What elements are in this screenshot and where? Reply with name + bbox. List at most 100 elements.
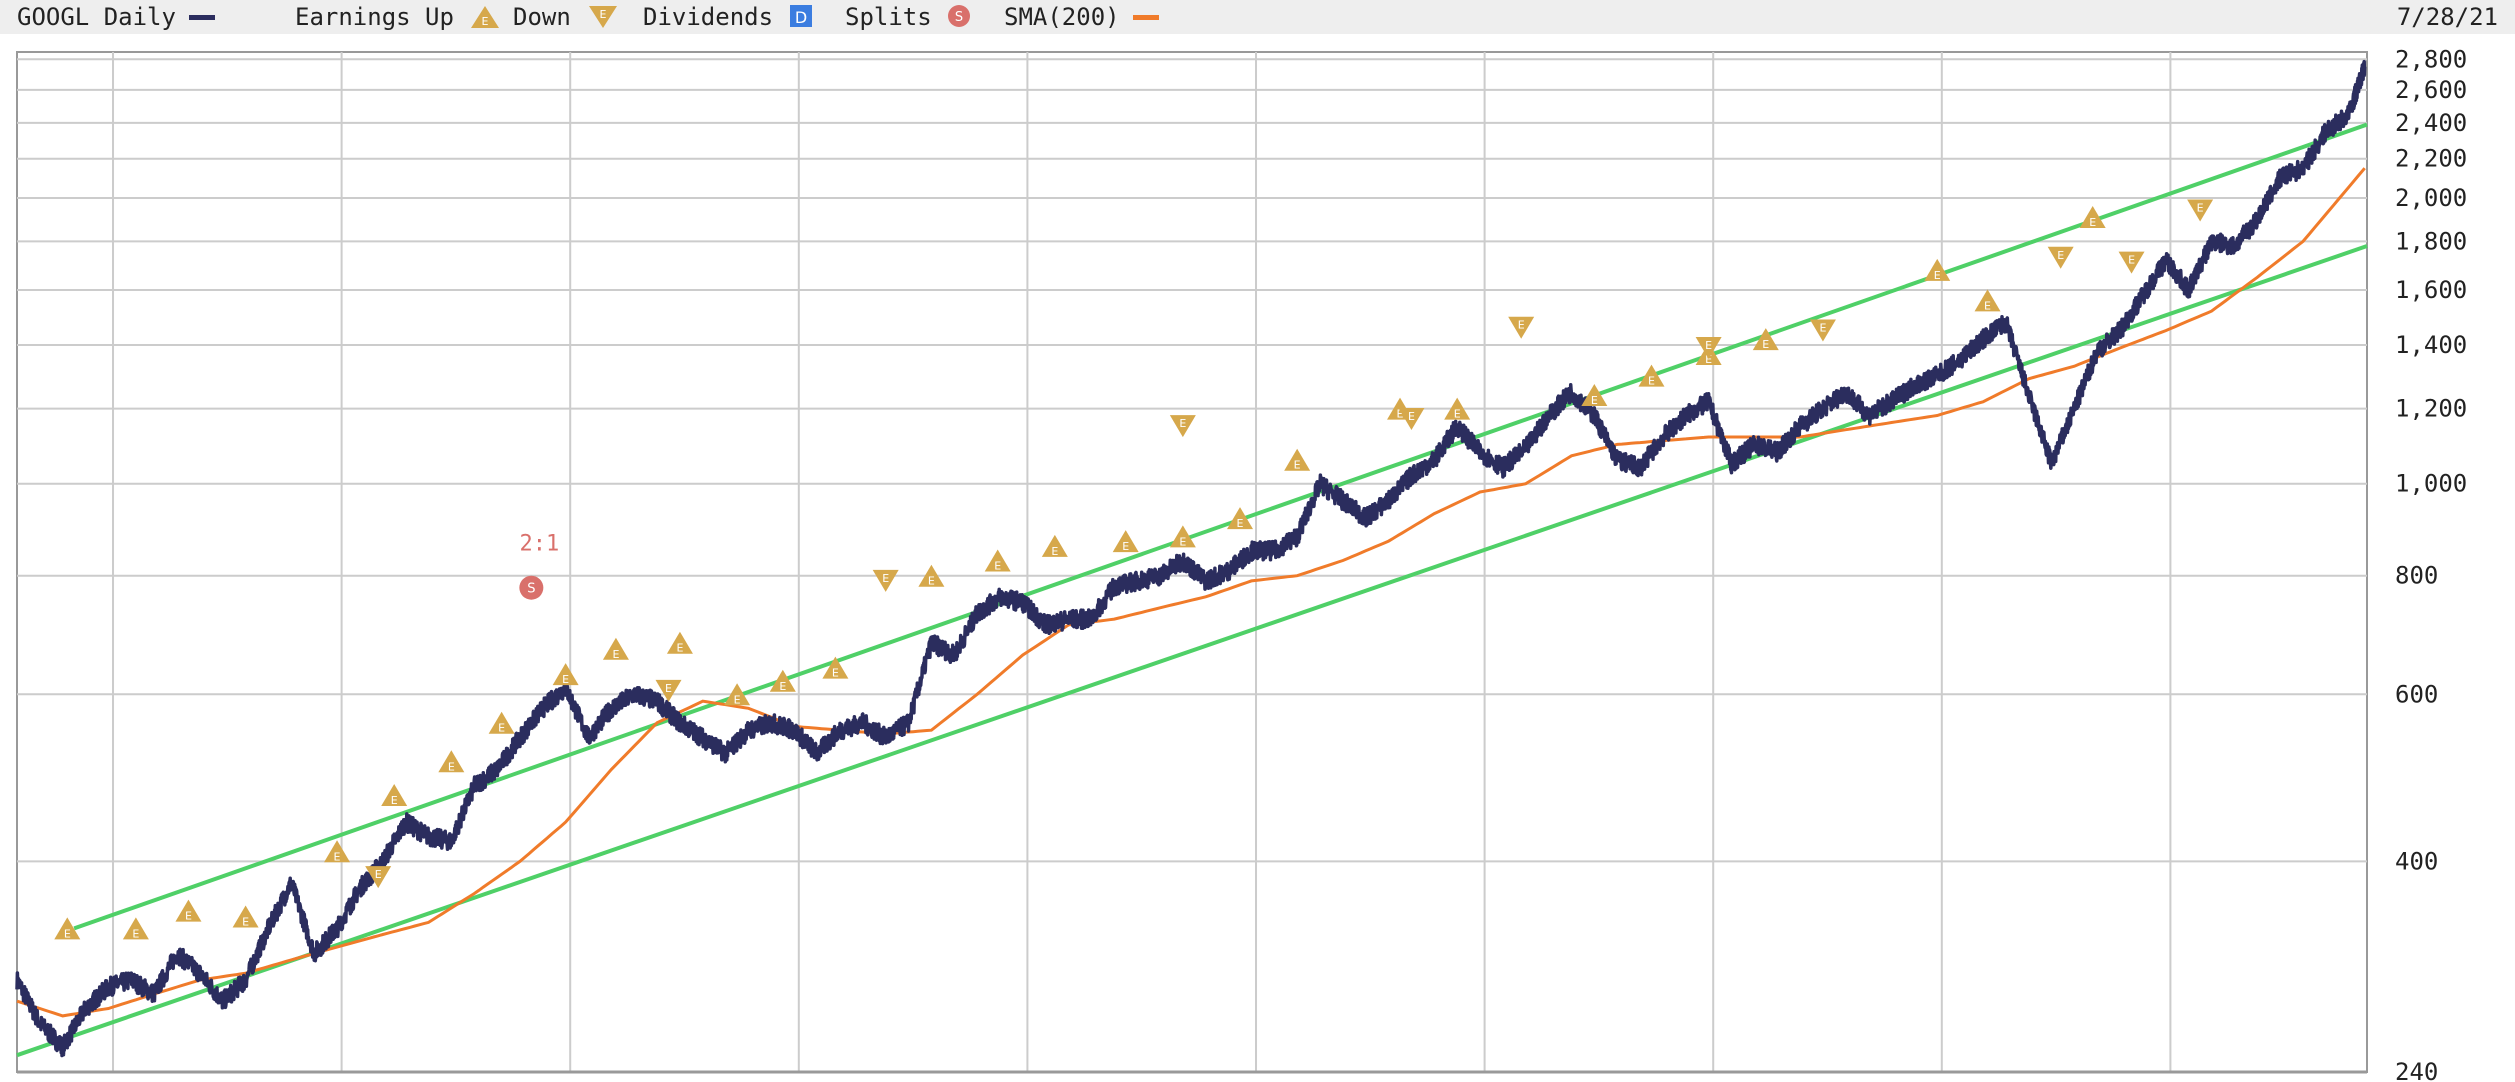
svg-text:E: E (375, 868, 382, 881)
svg-text:E: E (1408, 410, 1415, 423)
legend-down: Down (513, 3, 571, 31)
y-tick-label: 240 (2395, 1058, 2438, 1082)
earnings-up-marker: E (769, 669, 796, 693)
channel-line (73, 122, 2368, 931)
earnings-up-marker: E (1444, 397, 1471, 421)
svg-text:E: E (2057, 249, 2064, 262)
legend-earnings-down-icon: E (589, 6, 617, 28)
earnings-up-marker: E (984, 549, 1011, 573)
earnings-down-marker: E (655, 679, 682, 702)
earnings-up-marker: E (1924, 258, 1951, 282)
svg-text:E: E (928, 575, 935, 588)
earnings-up-marker: E (552, 663, 579, 686)
svg-text:E: E (1122, 540, 1129, 553)
svg-text:E: E (482, 15, 489, 28)
earnings-down-marker: E (1398, 408, 1425, 431)
earnings-up-marker: E (1752, 328, 1779, 351)
svg-text:E: E (600, 8, 607, 21)
svg-text:E: E (2128, 254, 2135, 267)
earnings-down-marker: E (2118, 251, 2145, 274)
y-tick-label: 2,000 (2395, 184, 2467, 212)
earnings-up-marker: E (232, 905, 259, 928)
y-tick-label: 400 (2395, 847, 2438, 875)
y-tick-label: 1,600 (2395, 276, 2467, 304)
earnings-up-marker: E (2079, 205, 2106, 229)
earnings-up-marker: E (602, 637, 629, 661)
legend-date: 7/28/21 (2397, 3, 2498, 31)
earnings-up-marker: E (488, 711, 515, 735)
legend-earnings-up: Earnings Up (295, 3, 454, 31)
earnings-up-marker: E (666, 631, 693, 655)
sma-series (16, 167, 2366, 1018)
legend-earnings-up-icon: E (471, 6, 499, 28)
legend-dividends: Dividends (643, 3, 773, 31)
earnings-up-marker: E (1974, 289, 2001, 312)
svg-text:E: E (185, 910, 192, 923)
svg-text:E: E (1397, 408, 1404, 421)
svg-text:E: E (1705, 339, 1712, 352)
earnings-down-marker: E (2187, 199, 2214, 222)
svg-text:E: E (1591, 394, 1598, 407)
earnings-up-marker: E (54, 917, 81, 940)
earnings-up-marker: E (822, 656, 849, 680)
earnings-up-marker: E (724, 683, 751, 706)
legend-price-swatch (189, 15, 215, 20)
svg-text:E: E (734, 693, 741, 706)
svg-text:E: E (1705, 353, 1712, 366)
earnings-up-marker: E (1581, 384, 1608, 407)
svg-text:E: E (448, 760, 455, 773)
earnings-up-marker: E (1227, 507, 1254, 530)
split-label: 2:1 (519, 532, 559, 557)
earnings-up-marker: E (1638, 364, 1665, 388)
legend-split-icon: S (948, 5, 970, 27)
earnings-up-marker: E (1284, 448, 1311, 472)
earnings-down-marker: E (1508, 316, 1535, 339)
svg-text:E: E (242, 915, 249, 928)
svg-text:E: E (498, 722, 505, 735)
y-tick-label: 2,200 (2395, 145, 2467, 173)
svg-text:D: D (795, 8, 807, 27)
y-tick-label: 1,000 (2395, 470, 2467, 498)
svg-text:E: E (1051, 545, 1058, 558)
earnings-up-marker: E (381, 783, 408, 807)
y-tick-label: 1,800 (2395, 227, 2467, 255)
svg-text:E: E (132, 927, 139, 940)
legend-splits: Splits (845, 3, 932, 31)
earnings-up-marker: E (1112, 530, 1139, 553)
svg-text:E: E (994, 560, 1001, 573)
earnings-down-marker: E (1695, 336, 1722, 359)
earnings-up-marker: E (438, 750, 465, 773)
earnings-up-marker: E (918, 564, 945, 588)
svg-text:E: E (779, 680, 786, 693)
svg-text:E: E (1984, 299, 1991, 312)
y-tick-label: 1,200 (2395, 395, 2467, 423)
legend-sma: SMA(200) (1004, 3, 1120, 31)
earnings-down-marker: E (365, 866, 392, 889)
svg-text:E: E (391, 794, 398, 807)
svg-text:E: E (1237, 517, 1244, 530)
svg-text:E: E (1294, 459, 1301, 472)
svg-text:E: E (562, 673, 569, 686)
svg-text:E: E (334, 850, 341, 863)
svg-text:E: E (1648, 375, 1655, 388)
y-tick-label: 800 (2395, 562, 2438, 590)
legend-symbol: GOOGL Daily (17, 3, 176, 31)
svg-text:E: E (832, 667, 839, 680)
svg-text:E: E (1179, 535, 1186, 548)
legend: GOOGL Daily Earnings Up E Down E Dividen… (17, 3, 2498, 31)
price-series (15, 59, 2367, 1058)
svg-text:E: E (612, 648, 619, 661)
svg-text:E: E (676, 642, 683, 655)
legend-dividend-icon: D (790, 5, 812, 27)
event-markers: E E E E E E E E E E E E E E E E E E E E E E E E E E E E E E E E E E E E E E E E… (54, 199, 2214, 940)
price-line (15, 59, 2367, 1058)
svg-text:E: E (2089, 216, 2096, 229)
svg-text:E: E (665, 682, 672, 695)
svg-text:E: E (1179, 417, 1186, 430)
earnings-up-marker: E (1169, 525, 1196, 548)
earnings-up-marker: E (122, 917, 149, 940)
legend-bar (0, 0, 2515, 34)
trend-channel (16, 122, 2368, 1058)
y-tick-label: 600 (2395, 680, 2438, 708)
